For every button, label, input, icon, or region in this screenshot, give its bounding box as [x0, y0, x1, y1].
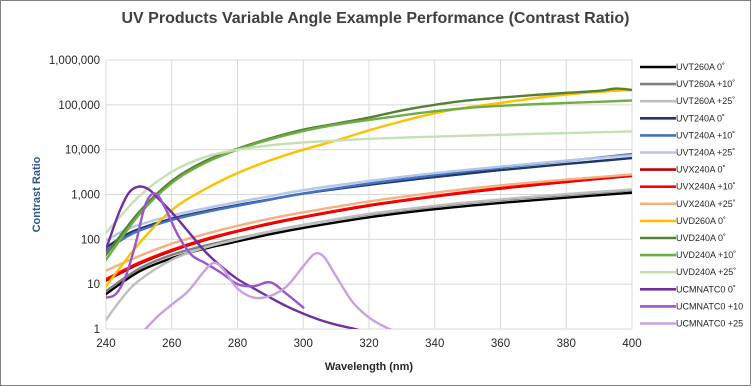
legend-label: UVT260A 0˚ — [676, 62, 725, 72]
legend-label: UVX240A 0˚ — [676, 165, 726, 175]
series-line-12 — [106, 130, 632, 234]
y-tick-label: 100,000 — [58, 100, 100, 112]
y-tick-label: 1,000,000 — [49, 55, 100, 67]
legend-entry: UVT260A +10˚ — [640, 79, 735, 89]
x-tick-label: 340 — [425, 338, 444, 350]
x-axis-title: Wavelength (nm) — [325, 361, 414, 373]
x-tick-label: 300 — [294, 338, 313, 350]
x-tick-label: 240 — [96, 338, 115, 350]
legend-label: UVD240A +10˚ — [676, 250, 736, 260]
legend-label: UCMNATC0 0˚ — [676, 284, 736, 294]
legend: UVT260A 0˚ UVT260A +10˚ UVT260A +25˚ UVT240… — [640, 62, 743, 329]
legend-entry: UVD240A 0˚ — [640, 233, 726, 243]
legend-label: UVD240A +25˚ — [676, 267, 736, 277]
legend-label: UVD260A 0˚ — [676, 216, 726, 226]
y-tick-label: 100 — [81, 234, 100, 246]
x-tick-label: 260 — [162, 338, 181, 350]
series-line-0 — [106, 191, 632, 296]
series-line-9 — [106, 88, 632, 288]
legend-label: UVT240A 0˚ — [676, 113, 725, 123]
y-tick-labels: 1 10 100 1,000 10,000 100,000 1,000,000 — [49, 55, 100, 336]
legend-entry: UVT240A 0˚ — [640, 113, 725, 123]
legend-entry: UVT260A +25˚ — [640, 96, 735, 106]
y-tick-label: 10 — [87, 279, 100, 291]
legend-entry: UVT240A +25˚ — [640, 148, 735, 158]
legend-label: UVD240A 0˚ — [676, 233, 726, 243]
legend-entry: UCMNATC0 +25 — [640, 319, 743, 329]
x-tick-label: 360 — [491, 338, 510, 350]
legend-label: UVT240A +25˚ — [676, 148, 735, 158]
series-line-7 — [106, 174, 632, 281]
y-tick-label: 1,000 — [71, 190, 100, 202]
x-tick-label: 400 — [622, 338, 641, 350]
series-lines — [106, 87, 632, 329]
legend-label: UVX240A +10˚ — [676, 182, 736, 192]
x-tick-label: 320 — [359, 338, 378, 350]
legend-entry: UVT260A 0˚ — [640, 62, 725, 72]
series-line-2 — [106, 188, 632, 322]
series-line-10 — [106, 87, 632, 257]
series-line-14 — [106, 192, 305, 309]
legend-entry: UVD260A 0˚ — [640, 216, 726, 226]
x-tick-labels: 240 260 280 300 320 340 360 380 400 — [96, 338, 641, 350]
legend-label: UVX240A +25˚ — [676, 199, 736, 209]
legend-label: UCMNATC0 +25 — [676, 319, 743, 329]
legend-label: UVT260A +10˚ — [676, 79, 735, 89]
series-line-11 — [106, 99, 632, 261]
legend-entry: UCMNATC0 0˚ — [640, 284, 736, 294]
legend-label: UVT240A +10˚ — [676, 130, 735, 140]
legend-entry: UVX240A +10˚ — [640, 182, 736, 192]
chart-title: UV Products Variable Angle Example Perfo… — [121, 10, 630, 27]
legend-entry: UVD240A +10˚ — [640, 250, 736, 260]
legend-entry: UVD240A +25˚ — [640, 267, 736, 277]
legend-entry: UVX240A +25˚ — [640, 199, 736, 209]
legend-label: UVT260A +25˚ — [676, 96, 735, 106]
legend-label: UCMNATC0 +10 — [676, 301, 743, 311]
x-tick-label: 280 — [228, 338, 247, 350]
x-tick-label: 380 — [557, 338, 576, 350]
y-tick-label: 10,000 — [65, 145, 100, 157]
legend-entry: UCMNATC0 +10 — [640, 301, 743, 311]
series-line-8 — [106, 173, 632, 272]
legend-entry: UVT240A +10˚ — [640, 130, 735, 140]
legend-entry: UVX240A 0˚ — [640, 165, 726, 175]
y-axis-title: Contrast Ratio — [31, 156, 43, 232]
series-line-15 — [144, 251, 394, 329]
y-tick-label: 1 — [94, 324, 100, 336]
